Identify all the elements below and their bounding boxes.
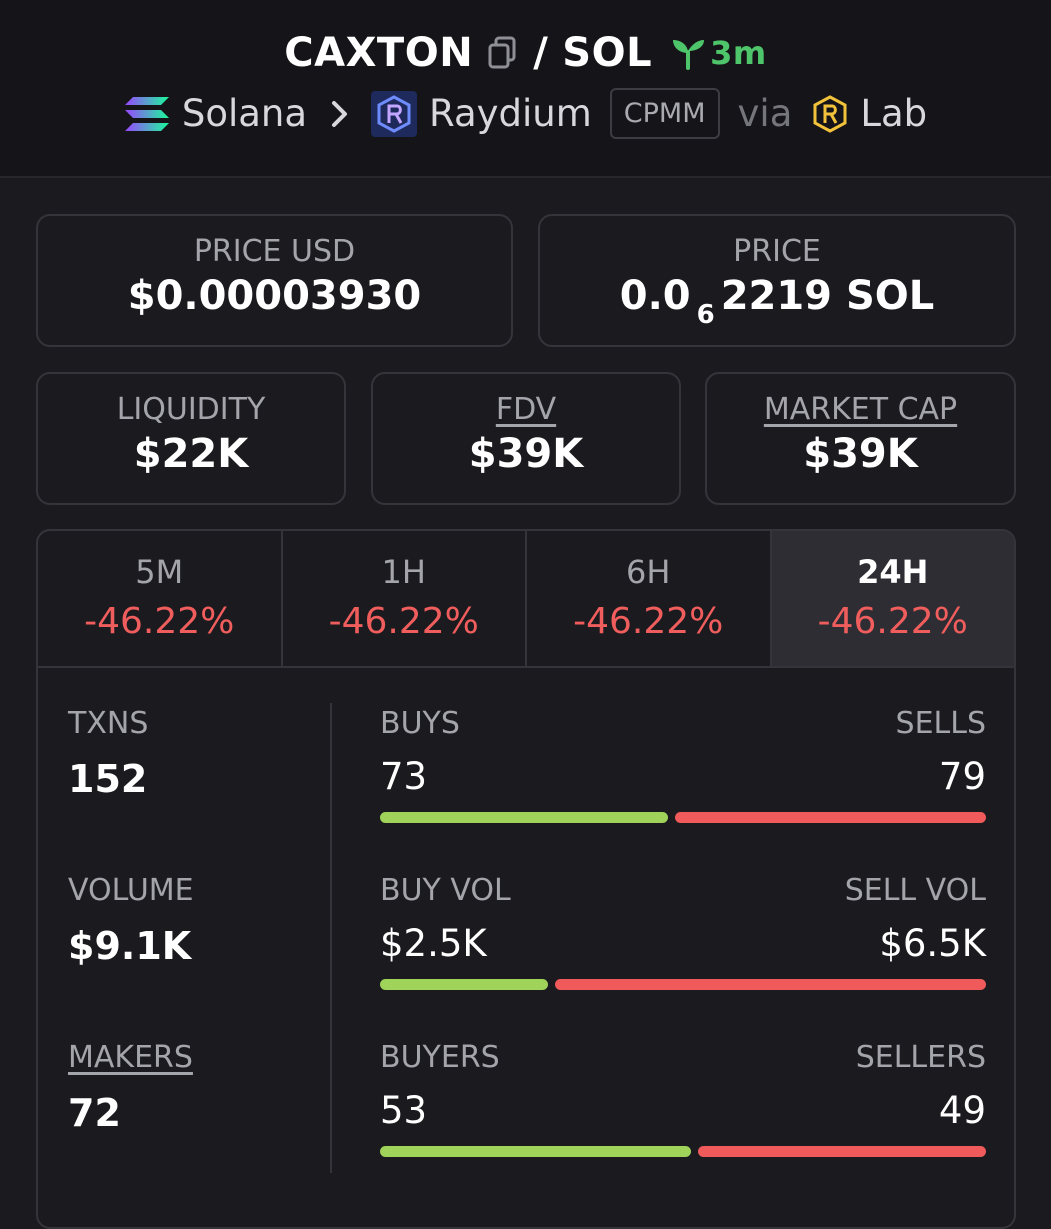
pair-breadcrumb: Solana Raydium CPMM via Lab	[0, 88, 1051, 139]
pool-type-badge: CPMM	[609, 88, 720, 139]
txns-value: 152	[68, 757, 148, 801]
tab-5m[interactable]: 5M -46.22%	[38, 531, 283, 666]
launchpad-link[interactable]: Lab	[860, 92, 928, 135]
makers-split-bar	[380, 1146, 986, 1157]
price-change: -46.22%	[84, 601, 235, 642]
buy-bar-segment	[380, 1146, 692, 1157]
pair-header: CAXTON / SOL 3m	[0, 0, 1051, 178]
fdv-label[interactable]: FDV	[495, 392, 557, 427]
quote-token-symbol: SOL	[562, 30, 653, 76]
chain-link[interactable]: Solana	[181, 92, 308, 135]
sell-bar-segment	[554, 979, 986, 990]
fdv-value: $39K	[468, 431, 584, 477]
price-change: -46.22%	[817, 601, 968, 642]
makers-label[interactable]: MAKERS	[68, 1040, 193, 1075]
pair-age: 3m	[710, 34, 767, 72]
liquidity-value: $22K	[133, 431, 249, 477]
buys-sells-bar	[380, 812, 986, 823]
volume-stat: VOLUME $9.1K	[68, 873, 308, 1040]
pair-separator: /	[533, 30, 549, 76]
tab-6h[interactable]: 6H -46.22%	[527, 531, 772, 666]
buy-bar-segment	[380, 812, 668, 823]
price-change: -46.22%	[573, 601, 724, 642]
tab-label: 24H	[857, 553, 929, 591]
volume-split-row: BUY VOL SELL VOL $2.5K $6.5K	[380, 873, 986, 1040]
chevron-right-icon	[331, 100, 349, 128]
makers-stat: MAKERS 72	[68, 1040, 308, 1207]
buyers-label: BUYERS	[380, 1040, 500, 1075]
price-usd-value: $0.00003930	[127, 273, 422, 319]
tab-label: 6H	[626, 553, 671, 591]
tab-24h[interactable]: 24H -46.22%	[771, 531, 1014, 666]
makers-value: 72	[68, 1091, 121, 1135]
tab-label: 5M	[135, 553, 184, 591]
price-native-value: 0.0 6 2219 SOL	[540, 273, 1014, 330]
tab-1h[interactable]: 1H -46.22%	[283, 531, 527, 666]
sell-vol-value: $6.5K	[879, 922, 986, 965]
via-text: via	[737, 92, 793, 135]
stats-panel: 5M -46.22% 1H -46.22% 6H -46.22% 24H -46…	[36, 529, 1016, 1229]
stats-divider	[330, 703, 332, 1173]
sprout-icon	[670, 36, 706, 70]
makers-split-row: BUYERS SELLERS 53 49	[380, 1040, 986, 1207]
buy-vol-label: BUY VOL	[380, 873, 511, 908]
raydium-logo-icon	[371, 90, 418, 137]
tab-label: 1H	[381, 553, 426, 591]
txns-stat: TXNS 152	[68, 706, 308, 873]
buys-label: BUYS	[380, 706, 460, 741]
liquidity-label: LIQUIDITY	[116, 392, 266, 427]
price-suffix: 2219 SOL	[720, 273, 935, 319]
fdv-card[interactable]: FDV $39K	[371, 372, 681, 505]
liquidity-card: LIQUIDITY $22K	[36, 372, 346, 505]
txns-label: TXNS	[68, 706, 149, 741]
price-native-card: PRICE 0.0 6 2219 SOL	[538, 214, 1016, 347]
dex-link[interactable]: Raydium	[429, 92, 592, 135]
price-prefix: 0.0	[619, 273, 691, 319]
sells-value: 79	[938, 755, 986, 798]
pair-title: CAXTON / SOL 3m	[0, 30, 1051, 76]
price-usd-label: PRICE USD	[193, 234, 356, 269]
price-native-label: PRICE	[733, 234, 821, 269]
sell-vol-label: SELL VOL	[844, 873, 986, 908]
buyers-value: 53	[380, 1089, 428, 1132]
sells-label: SELLS	[895, 706, 986, 741]
launchpad-logo-icon	[812, 94, 848, 134]
buys-value: 73	[380, 755, 428, 798]
base-token-symbol: CAXTON	[284, 30, 474, 76]
stats-totals: TXNS 152 VOLUME $9.1K MAKERS 72	[68, 706, 308, 1207]
timeframe-tabs: 5M -46.22% 1H -46.22% 6H -46.22% 24H -46…	[38, 531, 1014, 668]
market-cap-card[interactable]: MARKET CAP $39K	[705, 372, 1016, 505]
sell-bar-segment	[698, 1146, 986, 1157]
solana-logo-icon	[124, 94, 170, 134]
stats-breakdown: BUYS SELLS 73 79 BUY VOL SELL VOL $2.5K …	[380, 706, 986, 1207]
sellers-value: 49	[938, 1089, 986, 1132]
price-change: -46.22%	[328, 601, 479, 642]
buy-bar-segment	[380, 979, 548, 990]
sell-bar-segment	[674, 812, 986, 823]
price-usd-card: PRICE USD $0.00003930	[36, 214, 513, 347]
volume-split-bar	[380, 979, 986, 990]
volume-value: $9.1K	[68, 924, 192, 968]
price-zero-count: 6	[696, 300, 715, 330]
market-cap-value: $39K	[803, 431, 918, 477]
sellers-label: SELLERS	[855, 1040, 986, 1075]
market-cap-label[interactable]: MARKET CAP	[763, 392, 958, 427]
volume-label: VOLUME	[68, 873, 194, 908]
copy-icon[interactable]	[487, 36, 517, 70]
buys-sells-row: BUYS SELLS 73 79	[380, 706, 986, 873]
buy-vol-value: $2.5K	[380, 922, 487, 965]
